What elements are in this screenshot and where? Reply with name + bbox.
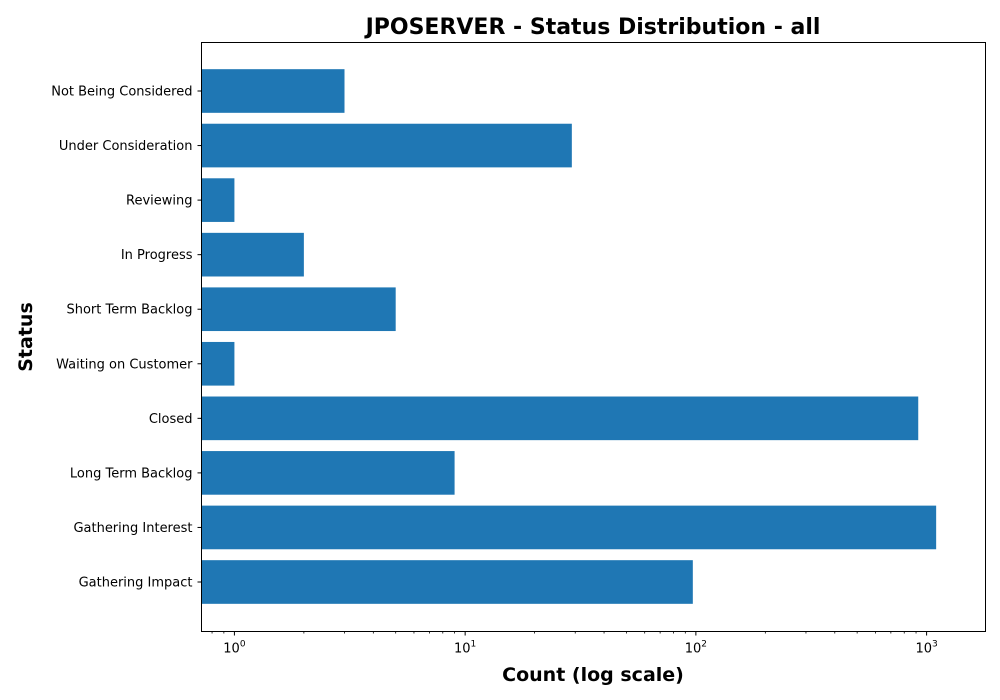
bar-closed: [201, 396, 919, 441]
x-tick-label: 103: [915, 640, 937, 657]
y-tick-label: Not Being Considered: [51, 85, 192, 100]
bar-long-term-backlog: [201, 451, 455, 495]
y-axis-ticks: Not Being Considered Under Consideration R…: [51, 85, 202, 591]
y-tick-label: Long Term Backlog: [70, 466, 193, 481]
x-tick-label: 101: [454, 640, 476, 657]
y-tick-label: Gathering Interest: [73, 521, 192, 536]
bar-gathering-impact: [201, 560, 693, 604]
y-axis-label: Status: [15, 302, 37, 372]
y-tick-label: Waiting on Customer: [56, 357, 193, 372]
y-tick-label: Reviewing: [126, 194, 193, 209]
y-tick-label: Gathering Impact: [79, 576, 193, 591]
y-tick-label: Closed: [149, 412, 193, 427]
y-tick-label: In Progress: [121, 248, 193, 263]
bar-gathering-interest: [201, 505, 937, 550]
bar-reviewing: [201, 178, 235, 222]
y-tick-label: Under Consideration: [59, 139, 193, 154]
x-axis-label: Count (log scale): [502, 664, 684, 686]
x-tick-label: 100: [223, 640, 246, 657]
y-tick-label: Short Term Backlog: [66, 303, 192, 318]
bar-under-consideration: [201, 123, 572, 168]
bar-in-progress: [201, 232, 304, 277]
plot-area-frame: [201, 42, 986, 632]
bar-waiting-on-customer: [201, 341, 235, 386]
bars-group: [201, 69, 937, 604]
bar-short-term-backlog: [201, 287, 396, 332]
x-tick-label: 102: [685, 640, 707, 657]
bar-not-being-considered: [201, 69, 345, 113]
chart-title: JPOSERVER - Status Distribution - all: [364, 15, 821, 40]
x-axis-ticks: 100 101 102 103: [211, 631, 938, 657]
